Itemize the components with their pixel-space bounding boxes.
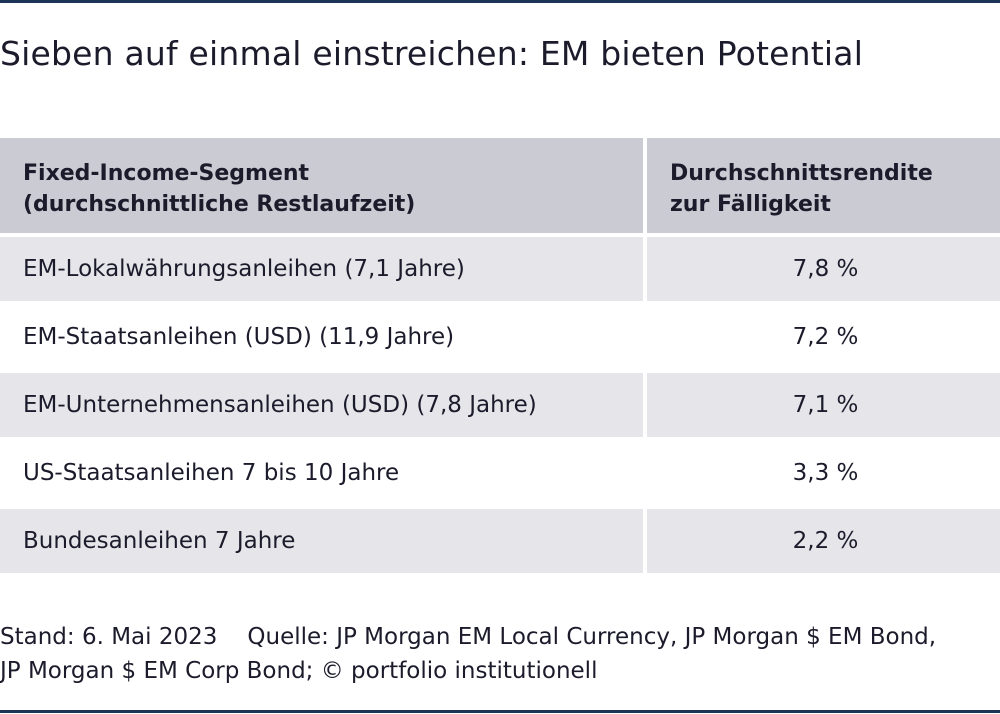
header-yield: Durchschnittsrendite zur Fälligkeit (647, 138, 1000, 233)
header-segment-line1: Fixed-Income-Segment (23, 161, 310, 186)
header-segment: Fixed-Income-Segment (durchschnittliche … (0, 138, 643, 233)
table-row-segment: EM-Lokalwährungsanleihen (7,1 Jahre) (0, 237, 643, 301)
header-segment-line2: (durchschnittliche Restlaufzeit) (23, 192, 416, 217)
footer-note: Stand: 6. Mai 2023 Quelle: JP Morgan EM L… (0, 620, 936, 688)
footer-source-line1: Quelle: JP Morgan EM Local Currency, JP … (247, 624, 937, 650)
header-yield-line1: Durchschnittsrendite (670, 161, 933, 186)
yield-table: Fixed-Income-Segment (durchschnittliche … (0, 138, 1000, 573)
page-title: Sieben auf einmal einstreichen: EM biete… (0, 34, 864, 73)
table-row-yield: 2,2 % (647, 509, 1000, 573)
footer-stand: Stand: 6. Mai 2023 (0, 624, 218, 650)
table-row-segment: US-Staatsanleihen 7 bis 10 Jahre (0, 441, 643, 505)
table-row-yield: 7,1 % (647, 373, 1000, 437)
table-row-segment: Bundesanleihen 7 Jahre (0, 509, 643, 573)
bottom-rule (0, 710, 1000, 713)
footer-source-line2: JP Morgan $ EM Corp Bond; © portfolio in… (0, 658, 598, 684)
table-row-yield: 7,2 % (647, 305, 1000, 369)
table-row-yield: 3,3 % (647, 441, 1000, 505)
table-row-segment: EM-Unternehmensanleihen (USD) (7,8 Jahre… (0, 373, 643, 437)
header-yield-line2: zur Fälligkeit (670, 192, 831, 217)
top-rule (0, 0, 1000, 3)
table-row-yield: 7,8 % (647, 237, 1000, 301)
footer-line1: Stand: 6. Mai 2023 Quelle: JP Morgan EM L… (0, 620, 936, 654)
table-row-segment: EM-Staatsanleihen (USD) (11,9 Jahre) (0, 305, 643, 369)
